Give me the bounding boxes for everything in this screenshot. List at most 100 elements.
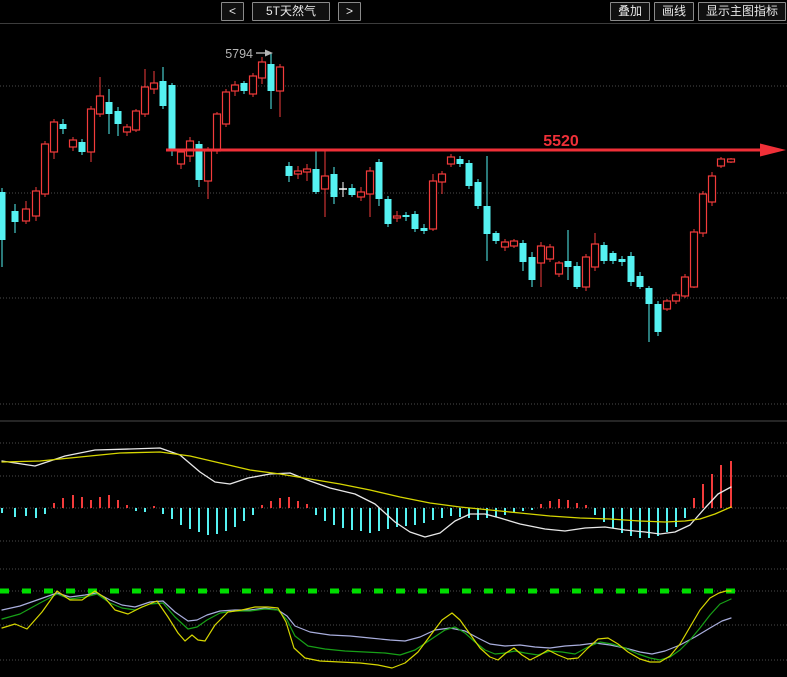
candle-body-down: [618, 259, 626, 262]
candle-body-down: [456, 159, 464, 164]
toolbar: < 5T天然气 > 叠加 画线 显示主图指标: [0, 0, 787, 24]
candle-body-down: [59, 124, 67, 129]
candle-body-up: [536, 245, 546, 264]
candle-body-down: [312, 169, 320, 192]
candle-body-up: [40, 143, 50, 195]
candle-body-down: [0, 192, 6, 240]
candle-body-up: [392, 215, 402, 219]
trendline-price-label: 5520: [543, 133, 579, 150]
kdj-j-line: [1, 590, 732, 669]
candle-body-down: [384, 199, 392, 224]
trendline-arrowhead-icon: [760, 143, 786, 157]
candle-body-up: [554, 262, 564, 275]
candle-body-down: [519, 243, 527, 262]
candle-body-up: [590, 243, 600, 268]
candle-body-up: [31, 190, 41, 217]
candle-body-up: [221, 91, 231, 125]
candle-body-up: [689, 231, 699, 288]
candle-body-up: [662, 300, 672, 310]
macd-histogram-layer: [1, 461, 732, 538]
candle-body-down: [402, 215, 410, 217]
macd-dea-line: [1, 451, 732, 523]
candle-body-up: [248, 75, 258, 95]
candle-body-up: [545, 246, 555, 260]
prev-symbol-button[interactable]: <: [221, 2, 245, 21]
candle-body-up: [437, 173, 447, 183]
high-annotation: 5794: [225, 47, 273, 61]
candle-body-down: [600, 245, 608, 261]
show-main-indicator-button[interactable]: 显示主图指标: [697, 2, 786, 21]
kdj-k-line: [1, 592, 732, 655]
candle-body-up: [365, 170, 375, 195]
candle-body-down: [168, 85, 176, 149]
candle-body-down: [411, 214, 419, 229]
candle-body-up: [500, 241, 510, 248]
candle-body-up: [671, 294, 681, 302]
candle-body-up: [212, 113, 222, 152]
candle-body-up: [176, 151, 186, 165]
candle-body-up: [21, 208, 31, 222]
candle-body-down: [78, 142, 86, 152]
symbol-switcher: < 5T天然气 >: [221, 2, 362, 21]
overlay-button[interactable]: 叠加: [609, 2, 650, 21]
candle-body-up: [356, 191, 366, 198]
trendline-5520[interactable]: 5520: [166, 133, 786, 157]
chart-tools: 叠加 画线 显示主图指标: [609, 2, 786, 21]
candle-body-down: [240, 83, 248, 91]
candle-body-up: [581, 256, 591, 288]
candle-body-down: [654, 304, 662, 332]
candle-body-down: [159, 81, 167, 106]
high-price-label: 5794: [225, 47, 253, 61]
candle-body-down: [330, 174, 338, 197]
macd-dif-line: [1, 447, 732, 538]
candle-body-up: [716, 158, 726, 167]
candle-body-down: [609, 253, 617, 261]
candle-body-down: [627, 256, 635, 282]
candle-body-down: [105, 102, 113, 114]
candle-body-up: [698, 193, 708, 234]
candle-body-up: [140, 86, 150, 115]
candle-body-down: [465, 163, 473, 186]
symbol-button[interactable]: 5T天然气: [252, 2, 331, 21]
candle-body-up: [680, 276, 690, 297]
candle-body-down: [636, 276, 644, 287]
candle-body-down: [420, 228, 428, 231]
kdj-panel-layer: [0, 588, 735, 669]
next-symbol-button[interactable]: >: [338, 2, 362, 21]
candle-body-up: [302, 168, 312, 173]
candle-body-down: [375, 162, 383, 199]
candle-body-up: [293, 170, 303, 175]
candle-body-up: [95, 95, 105, 115]
candle-body-down: [573, 266, 581, 287]
candle-body-up: [149, 82, 159, 90]
grid-layer: [0, 85, 787, 661]
candle-body-up: [428, 180, 438, 230]
candle-body-up: [68, 139, 78, 148]
kdj-d-line: [1, 593, 732, 661]
candlestick-layer: [0, 53, 736, 342]
candle-body-down: [267, 64, 275, 91]
macd-lines-layer: [1, 447, 732, 538]
candle-body-up: [726, 158, 736, 163]
candle-body-up: [122, 126, 132, 133]
candle-body-up: [257, 61, 267, 79]
candle-body-down: [195, 144, 203, 180]
candle-body-down: [492, 233, 500, 241]
candle-body-up: [320, 175, 330, 190]
candle-body-down: [11, 211, 19, 222]
candle-body-down: [528, 257, 536, 280]
candle-body-down: [348, 188, 356, 195]
draw-line-button[interactable]: 画线: [653, 2, 694, 21]
candle-body-up: [86, 108, 96, 153]
candle-body-up: [131, 110, 141, 131]
candle-body-up: [275, 66, 285, 92]
candle-body-down: [285, 166, 293, 176]
candle-body-down: [114, 111, 122, 124]
candle-body-up: [509, 240, 519, 247]
candle-body-down: [474, 182, 482, 206]
candle-body-down: [645, 288, 653, 304]
candle-body-down: [483, 206, 491, 234]
